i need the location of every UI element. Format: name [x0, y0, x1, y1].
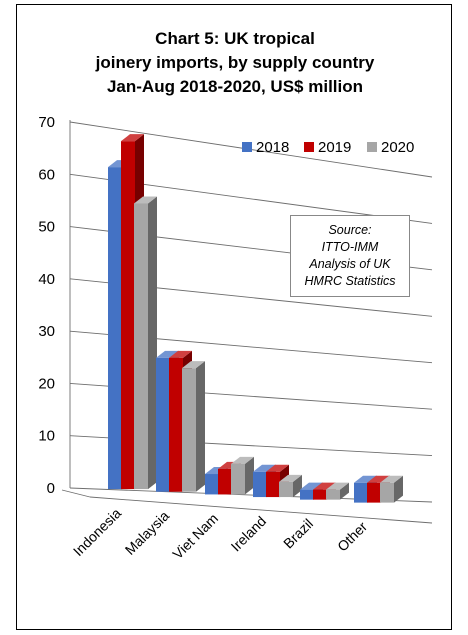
legend-swatch	[367, 142, 377, 152]
bar-front	[121, 141, 135, 490]
bar-front	[231, 463, 245, 495]
chart-title-line-2: joinery imports, by supply country	[95, 53, 375, 72]
bar-side	[394, 475, 403, 503]
bar-front	[253, 471, 267, 498]
bar-front	[313, 489, 327, 500]
legend-item-2018: 2018	[242, 139, 289, 156]
bar-top	[134, 196, 157, 204]
bar-viet-nam-2020	[231, 456, 254, 495]
legend-swatch	[242, 142, 252, 152]
bar-side	[148, 196, 157, 490]
y-tick-label: 70	[38, 114, 55, 131]
bar-top	[279, 474, 302, 482]
bar-ireland-2020	[279, 474, 302, 498]
legend-label: 2018	[256, 139, 289, 156]
legend-item-2020: 2020	[367, 139, 414, 156]
bar-front	[156, 357, 170, 492]
bar-side	[245, 456, 254, 495]
y-tick-label: 10	[38, 428, 55, 445]
y-tick-label: 40	[38, 271, 55, 288]
bar-front	[108, 167, 122, 490]
legend-label: 2019	[318, 139, 351, 156]
source-note-line-2: ITTO-IMM	[321, 240, 379, 254]
chart-title-line-1: Chart 5: UK tropical	[155, 29, 315, 48]
y-tick-label: 50	[38, 219, 55, 236]
bar-top	[182, 361, 205, 369]
bar-front	[134, 203, 148, 490]
x-tick-label: Indonesia	[70, 505, 124, 559]
bar-top	[367, 475, 390, 483]
bar-top	[266, 464, 289, 472]
bar-front	[367, 482, 381, 503]
bar-top	[121, 134, 144, 142]
x-tick-label: Brazil	[280, 515, 316, 551]
bar-top	[354, 475, 377, 483]
x-tick-label: Malaysia	[122, 507, 173, 558]
legend-swatch	[304, 142, 314, 152]
bar-other-2020	[380, 475, 403, 503]
y-tick-label: 20	[38, 375, 55, 392]
legend-label: 2020	[381, 139, 414, 156]
bar-top	[231, 456, 254, 464]
source-note-line-1: Source:	[328, 223, 372, 237]
x-axis-line	[89, 496, 433, 524]
x-tick-label: Ireland	[228, 513, 270, 555]
bar-side	[293, 474, 302, 498]
bar-top	[169, 350, 192, 358]
source-note-line-4: HMRC Statistics	[304, 274, 396, 288]
bar-front	[326, 489, 340, 500]
floor-edge-left	[61, 489, 91, 498]
chart-title-line-3: Jan-Aug 2018-2020, US$ million	[106, 77, 364, 96]
bar-top	[300, 482, 323, 490]
bar-front	[218, 468, 232, 495]
bar-top	[326, 482, 349, 490]
bar-front	[169, 357, 183, 492]
bar-front	[380, 482, 394, 503]
chart-title: Chart 5: UK tropical joinery imports, by…	[17, 27, 453, 99]
bar-front	[266, 471, 280, 498]
bar-top	[253, 464, 276, 472]
bar-front	[300, 489, 314, 500]
chart-frame: Chart 5: UK tropical joinery imports, by…	[16, 4, 452, 630]
y-tick-label: 30	[38, 323, 55, 340]
x-tick-label: Other	[334, 518, 370, 554]
bar-top	[313, 482, 336, 490]
legend-item-2019: 2019	[304, 139, 351, 156]
bar-front	[205, 474, 219, 495]
bar-malaysia-2020	[182, 361, 205, 492]
source-note: Source: ITTO-IMM Analysis of UK HMRC Sta…	[290, 215, 410, 297]
y-tick-label: 0	[47, 480, 55, 497]
bar-top	[156, 350, 179, 358]
bar-brazil-2020	[326, 482, 349, 500]
bar-front	[182, 368, 196, 492]
y-tick-label: 60	[38, 166, 55, 183]
bars	[108, 134, 403, 503]
bar-indonesia-2020	[134, 196, 157, 490]
x-tick-label: Viet Nam	[169, 510, 221, 562]
source-note-line-3: Analysis of UK	[309, 257, 391, 271]
bar-front	[354, 482, 368, 503]
bar-side	[340, 482, 349, 500]
bar-top	[380, 475, 403, 483]
bar-side	[196, 361, 205, 492]
bar-front	[279, 481, 293, 498]
